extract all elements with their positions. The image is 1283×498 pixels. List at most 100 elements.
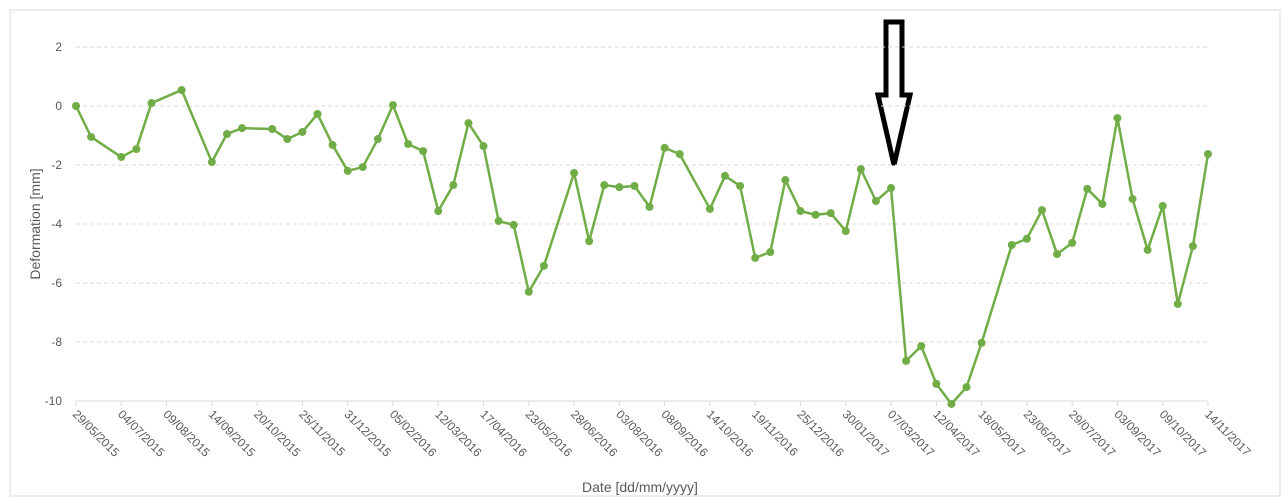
data-point <box>736 181 745 190</box>
x-tick-label: 31/12/2015 <box>342 407 395 460</box>
data-point <box>524 287 533 296</box>
data-point <box>705 204 714 213</box>
data-point <box>268 125 277 134</box>
data-point <box>207 158 216 167</box>
y-tick-label: -6 <box>51 276 62 290</box>
x-tick-label: 30/01/2017 <box>840 407 893 460</box>
x-tick-label: 25/12/2016 <box>794 407 847 460</box>
x-tick-label: 28/06/2016 <box>568 407 621 460</box>
data-point <box>1173 299 1182 308</box>
data-point <box>1007 240 1016 249</box>
data-point <box>1083 184 1092 193</box>
data-point <box>585 237 594 246</box>
x-tick-label: 12/03/2016 <box>432 407 485 460</box>
data-point <box>1188 242 1197 251</box>
data-point <box>539 261 548 270</box>
data-point <box>222 130 231 139</box>
data-point <box>645 202 654 211</box>
x-tick-label: 20/10/2015 <box>251 407 304 460</box>
x-tick-label: 14/09/2015 <box>206 407 259 460</box>
data-point <box>917 342 926 351</box>
chart-border <box>9 9 1281 497</box>
data-point <box>1113 114 1122 123</box>
y-tick-label: 0 <box>55 99 62 113</box>
data-point <box>449 181 458 190</box>
data-point <box>238 124 247 133</box>
data-point <box>147 99 156 108</box>
data-point <box>434 207 443 216</box>
data-point <box>781 176 790 185</box>
data-point <box>902 356 911 365</box>
data-point <box>600 181 609 190</box>
data-point <box>404 140 413 149</box>
data-point <box>615 183 624 192</box>
data-point <box>962 383 971 392</box>
y-tick-label: -4 <box>51 217 62 231</box>
data-point <box>72 102 80 110</box>
x-tick-label: 09/10/2017 <box>1157 407 1210 460</box>
data-point <box>479 142 488 151</box>
data-point <box>766 248 775 257</box>
x-tick-label: 05/02/2016 <box>387 407 440 460</box>
x-tick-label: 23/06/2017 <box>1021 407 1074 460</box>
x-tick-label: 12/04/2017 <box>930 407 983 460</box>
data-point <box>1037 206 1046 215</box>
data-point <box>871 196 880 205</box>
data-point <box>117 153 126 162</box>
data-point <box>887 184 896 193</box>
data-point <box>1128 194 1137 203</box>
data-point <box>1143 245 1152 254</box>
data-point <box>856 165 865 174</box>
data-point <box>1022 234 1031 243</box>
data-point <box>826 209 835 218</box>
x-tick-label: 17/04/2016 <box>477 407 530 460</box>
arrow-annotation <box>874 19 914 166</box>
data-point <box>373 135 382 144</box>
data-point <box>570 168 579 177</box>
x-tick-label: 03/08/2016 <box>613 407 666 460</box>
data-point <box>932 379 941 388</box>
x-tick-label: 25/11/2015 <box>296 407 348 459</box>
data-point <box>1204 150 1212 159</box>
x-tick-label: 19/11/2016 <box>749 407 801 459</box>
data-point <box>87 132 96 141</box>
data-point <box>721 171 730 180</box>
data-point <box>343 166 352 175</box>
y-tick-label: -2 <box>51 158 62 172</box>
data-point <box>313 109 322 118</box>
data-point <box>1068 238 1077 247</box>
data-point <box>841 227 850 236</box>
x-tick-label: 29/05/2015 <box>70 407 123 460</box>
data-point <box>464 119 473 128</box>
x-tick-label: 09/08/2015 <box>160 407 213 460</box>
data-point <box>298 127 307 136</box>
x-tick-label: 14/11/2017 <box>1202 407 1254 459</box>
data-point <box>1098 199 1107 208</box>
x-tick-label: 08/09/2016 <box>659 407 712 460</box>
x-tick-label: 18/05/2017 <box>975 407 1028 460</box>
y-tick-label: -10 <box>45 394 63 408</box>
data-point <box>358 163 367 172</box>
x-axis-title: Date [dd/mm/yyyy] <box>582 479 698 495</box>
y-tick-label: -8 <box>51 335 62 349</box>
y-axis-title: Deformation [mm] <box>27 168 43 279</box>
data-point <box>388 101 397 110</box>
data-point <box>796 207 805 216</box>
data-point <box>751 253 760 262</box>
data-point <box>419 147 428 156</box>
data-point <box>283 135 292 144</box>
data-point <box>177 86 186 95</box>
data-point <box>660 143 669 152</box>
x-tick-label: 29/07/2017 <box>1066 407 1119 460</box>
x-tick-label: 14/10/2016 <box>704 407 757 460</box>
data-point <box>977 338 986 347</box>
y-tick-label: 2 <box>55 40 62 54</box>
x-tick-label: 23/05/2016 <box>523 407 576 460</box>
data-point <box>1053 250 1062 259</box>
data-point <box>675 150 684 159</box>
data-point <box>947 399 956 408</box>
data-point <box>630 181 639 190</box>
data-line <box>74 88 1210 406</box>
